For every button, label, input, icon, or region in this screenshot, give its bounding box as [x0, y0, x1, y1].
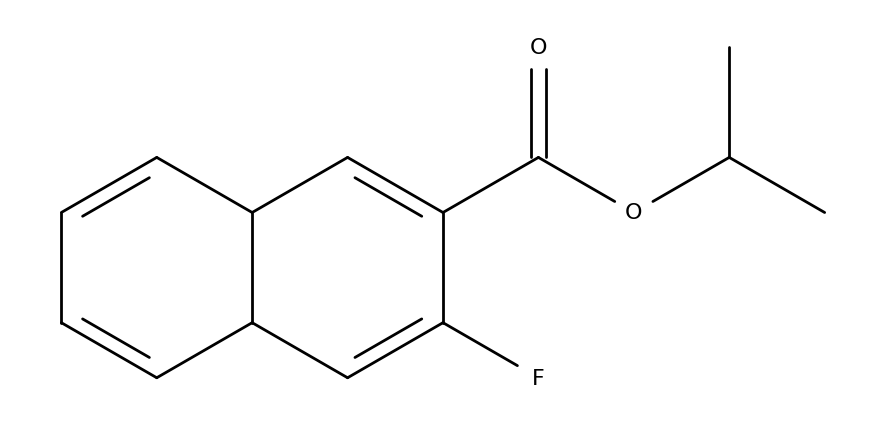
Text: O: O: [626, 203, 642, 223]
Text: F: F: [532, 368, 545, 388]
Text: O: O: [530, 38, 548, 58]
